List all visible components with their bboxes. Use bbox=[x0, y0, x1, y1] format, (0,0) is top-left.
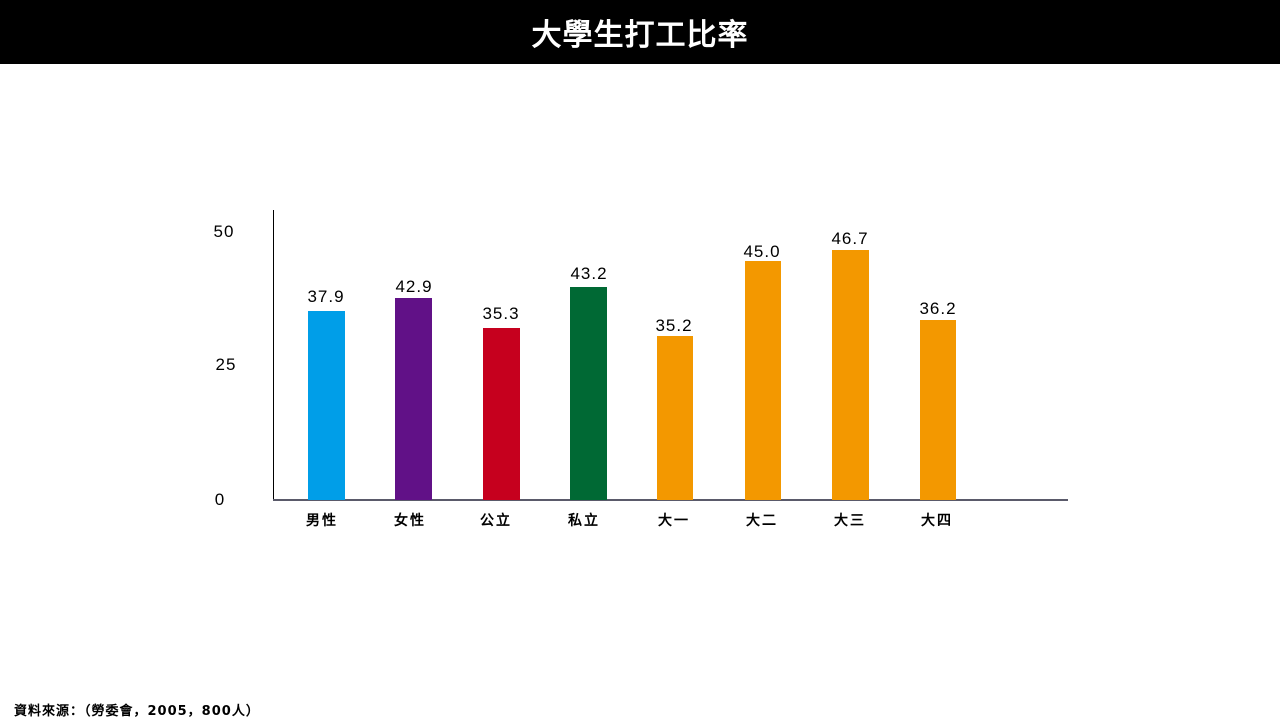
bar-private bbox=[570, 287, 607, 500]
bar-year4 bbox=[920, 320, 956, 500]
x-axis bbox=[273, 499, 1068, 501]
value-label-year1: 35.2 bbox=[655, 316, 693, 335]
value-label-male: 37.9 bbox=[307, 287, 345, 306]
value-label-year4: 36.2 bbox=[919, 299, 957, 318]
value-label-private: 43.2 bbox=[570, 264, 608, 283]
source-note: 資料來源：（勞委會，2005，800人） bbox=[14, 704, 260, 719]
value-label-public: 35.3 bbox=[482, 304, 520, 323]
bar-male bbox=[308, 311, 345, 500]
bar-year2 bbox=[745, 261, 781, 500]
value-label-female: 42.9 bbox=[395, 277, 433, 296]
value-label-year2: 45.0 bbox=[743, 242, 781, 261]
bar-public bbox=[483, 328, 520, 500]
category-label-year1: 大一 bbox=[658, 513, 690, 529]
category-label-female: 女性 bbox=[394, 513, 426, 529]
bar-female bbox=[395, 298, 432, 500]
y-axis bbox=[273, 210, 274, 501]
y-tick-25: 25 bbox=[215, 355, 237, 374]
value-label-year3: 46.7 bbox=[831, 229, 869, 248]
category-label-year4: 大四 bbox=[921, 513, 953, 529]
y-tick-50: 50 bbox=[213, 222, 235, 241]
category-label-year2: 大二 bbox=[746, 513, 778, 529]
category-label-private: 私立 bbox=[568, 513, 600, 529]
title-bar: 大學生打工比率 bbox=[0, 0, 1280, 64]
chart-title: 大學生打工比率 bbox=[531, 18, 749, 53]
y-tick-0: 0 bbox=[214, 490, 226, 509]
bar-year3 bbox=[832, 250, 869, 500]
category-label-public: 公立 bbox=[480, 513, 512, 529]
category-label-male: 男性 bbox=[306, 513, 338, 529]
bar-year1 bbox=[657, 336, 693, 500]
category-label-year3: 大三 bbox=[834, 513, 866, 529]
